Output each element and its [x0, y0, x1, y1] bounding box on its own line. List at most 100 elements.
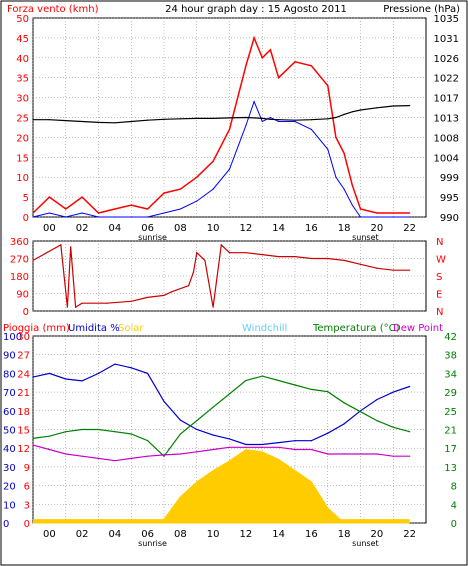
hour-tick-1-02: 02	[76, 529, 89, 540]
wind-avg-line-point	[261, 120, 263, 123]
wind-avg-line-point	[269, 116, 272, 119]
wind-gust-line-point	[392, 212, 394, 214]
pressure-tick-1008: 1008	[434, 133, 459, 144]
wind-avg-line-point	[114, 216, 116, 218]
temp-tick-42: 42	[444, 332, 457, 343]
temperature-line-point	[81, 428, 83, 431]
wind-avg-line	[32, 100, 410, 218]
hour-tick-1-12: 12	[240, 529, 253, 540]
rain-tick-12: 12	[17, 444, 30, 455]
wind-direction-point	[343, 259, 345, 262]
wind-gust-line-point	[147, 208, 149, 210]
wind-gust-line-point	[179, 188, 181, 190]
pressure-line-point	[65, 119, 67, 122]
rain-tick-27: 27	[17, 351, 30, 362]
pressure-axis-label: Pressione (hPa)	[383, 4, 460, 15]
pressure-line-point	[163, 118, 165, 120]
pressure-line-point	[81, 120, 83, 123]
temperature-line-point	[130, 433, 132, 435]
humidity-line-point	[245, 443, 247, 446]
pressure-line	[33, 105, 410, 124]
wind-gust-line-point	[294, 61, 296, 63]
pressure-tick-1004: 1004	[434, 153, 459, 164]
wind-gust-line	[32, 35, 410, 214]
rain-tick-24: 24	[17, 369, 30, 380]
wind-gust-line-point	[196, 176, 198, 178]
wind-avg-line-point	[147, 216, 149, 218]
wind-gust-line-point	[269, 49, 272, 51]
pressure-line-point	[359, 109, 362, 111]
wind-direction-point	[392, 269, 394, 271]
temp-tick-0: 0	[451, 519, 457, 530]
humidity-tick-70: 70	[3, 388, 16, 399]
hour-tick-1-00: 00	[43, 529, 56, 540]
pressure-line-point	[196, 117, 198, 119]
pressure-line-point	[114, 122, 116, 124]
wind-avg-line-point	[163, 212, 165, 214]
rain-tick-18: 18	[17, 407, 30, 418]
hour-tick-0-02: 02	[76, 223, 89, 234]
legend-humidity: Umidita %	[68, 323, 120, 334]
humidity-tick-20: 20	[3, 482, 16, 493]
dir-tick-270: 270	[10, 255, 29, 266]
wind-avg-line-point	[196, 200, 198, 202]
wind-direction-point	[106, 302, 108, 304]
chart-title: 24 hour graph day : 15 Agosto 2011	[165, 4, 347, 15]
dewpoint-line-point	[245, 446, 247, 448]
dewpoint-line-point	[294, 448, 296, 451]
hour-tick-0-18: 18	[338, 223, 351, 234]
hour-tick-1-10: 10	[207, 529, 220, 540]
wind-direction-point	[130, 300, 132, 302]
wind-direction-point	[70, 246, 72, 248]
pressure-line-point	[253, 117, 255, 119]
pressure-line-point	[97, 121, 100, 123]
hour-tick-0-08: 08	[174, 223, 187, 234]
wind-direction-point	[196, 252, 198, 254]
temperature-line-point	[392, 426, 394, 428]
rain-tick-15: 15	[17, 426, 30, 437]
wind-direction-point	[294, 255, 296, 258]
wind-direction-point	[359, 263, 362, 265]
temp-tick-17: 17	[444, 444, 457, 455]
pressure-line-point	[212, 117, 214, 119]
sunrise-label-1: sunrise	[138, 539, 167, 548]
temperature-line-point	[179, 433, 181, 435]
temperature-line-point	[359, 411, 362, 413]
humidity-line-point	[81, 380, 83, 382]
hour-tick-0-14: 14	[272, 223, 285, 234]
pressure-line-point	[343, 113, 345, 116]
wind-direction-point	[147, 296, 149, 298]
wind-direction-point	[60, 244, 62, 246]
legend-windchill: Windchill	[242, 323, 287, 334]
dir-tick-180: 180	[10, 272, 29, 283]
dewpoint-line-point	[147, 455, 149, 457]
humidity-tick-30: 30	[3, 463, 16, 474]
pressure-line-point	[261, 117, 263, 119]
pressure-line-point	[409, 104, 411, 107]
wind-avg-line-point	[97, 216, 100, 218]
dir-tick-90: 90	[16, 290, 29, 301]
hour-tick-1-18: 18	[338, 529, 351, 540]
wind-gust-line-point	[261, 57, 263, 59]
pressure-line-point	[376, 107, 378, 109]
humidity-line-point	[409, 385, 411, 388]
sunset-label-0: sunset	[352, 233, 379, 242]
dewpoint-line-point	[32, 444, 34, 446]
rain-tick-3: 3	[24, 500, 30, 511]
wind-avg-line-point	[81, 212, 83, 214]
pressure-line-point	[269, 118, 272, 120]
pressure-line-point	[179, 118, 181, 120]
hour-tick-1-22: 22	[403, 529, 416, 540]
wind-gust-line-point	[376, 212, 378, 214]
temperature-line-point	[294, 384, 296, 386]
temperature-line-point	[65, 431, 67, 433]
pressure-line-point	[48, 119, 50, 121]
pressure-line-point	[278, 119, 280, 121]
humidity-line-point	[147, 372, 149, 374]
wind-avg-line-point	[359, 216, 362, 218]
temp-tick-4: 4	[451, 500, 457, 511]
temp-tick-29: 29	[444, 388, 457, 399]
wind-avg-line-point	[48, 212, 50, 214]
